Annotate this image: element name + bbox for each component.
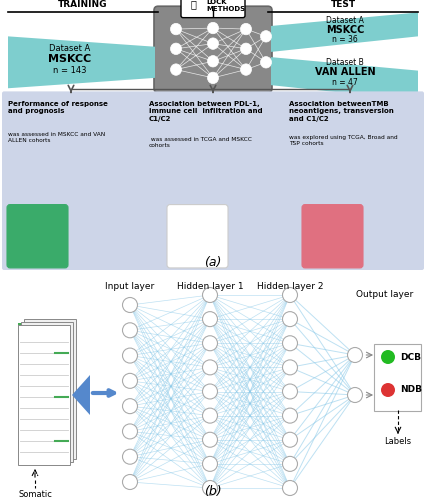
Text: 🔒: 🔒 xyxy=(191,0,197,9)
FancyBboxPatch shape xyxy=(24,319,76,459)
Circle shape xyxy=(202,408,218,423)
Circle shape xyxy=(241,64,251,76)
Circle shape xyxy=(282,288,297,302)
Circle shape xyxy=(123,348,138,363)
Text: Somatic
mutations: Somatic mutations xyxy=(14,490,56,500)
Circle shape xyxy=(123,374,138,388)
Text: VAN ALLEN: VAN ALLEN xyxy=(315,66,375,76)
Circle shape xyxy=(202,384,218,399)
Circle shape xyxy=(282,384,297,399)
FancyBboxPatch shape xyxy=(154,6,272,92)
FancyBboxPatch shape xyxy=(2,92,424,270)
Circle shape xyxy=(202,432,218,447)
Circle shape xyxy=(381,350,395,364)
Text: NDB: NDB xyxy=(400,386,422,394)
Polygon shape xyxy=(8,36,155,88)
Circle shape xyxy=(282,432,297,447)
FancyBboxPatch shape xyxy=(18,323,70,335)
Circle shape xyxy=(170,64,181,76)
FancyBboxPatch shape xyxy=(374,344,421,411)
Text: Labels: Labels xyxy=(384,437,412,446)
Text: Input layer: Input layer xyxy=(105,282,155,291)
Text: Output layer: Output layer xyxy=(357,290,414,299)
Circle shape xyxy=(123,398,138,413)
Circle shape xyxy=(123,424,138,439)
Text: n = 143: n = 143 xyxy=(53,66,87,75)
Text: METHODS: METHODS xyxy=(206,6,245,12)
Circle shape xyxy=(282,312,297,326)
Circle shape xyxy=(202,480,218,496)
Circle shape xyxy=(207,38,219,50)
Circle shape xyxy=(348,388,363,402)
Text: (a): (a) xyxy=(204,256,222,269)
Circle shape xyxy=(282,408,297,423)
Polygon shape xyxy=(271,57,418,100)
Text: Hidden layer 2: Hidden layer 2 xyxy=(257,282,323,291)
FancyBboxPatch shape xyxy=(302,204,363,268)
Text: DCB: DCB xyxy=(400,352,421,362)
FancyBboxPatch shape xyxy=(18,325,70,465)
Text: Association between PDL-1,
immune cell  infiltration and
C1/C2: Association between PDL-1, immune cell i… xyxy=(149,100,262,121)
Text: Dataset A: Dataset A xyxy=(49,44,91,54)
Polygon shape xyxy=(72,375,90,415)
Circle shape xyxy=(123,449,138,464)
Text: was assessed in TCGA and MSKCC
cohorts: was assessed in TCGA and MSKCC cohorts xyxy=(149,137,252,148)
Text: was explored using TCGA, Broad and
TSP cohorts: was explored using TCGA, Broad and TSP c… xyxy=(289,135,397,146)
Circle shape xyxy=(123,298,138,312)
Circle shape xyxy=(123,474,138,490)
Circle shape xyxy=(381,383,395,397)
Circle shape xyxy=(202,456,218,471)
Circle shape xyxy=(170,43,181,54)
Text: n = 36: n = 36 xyxy=(332,35,358,44)
Text: Association betweenTMB
neoantigens, transversion
and C1/C2: Association betweenTMB neoantigens, tran… xyxy=(289,100,394,121)
Text: TEST: TEST xyxy=(331,0,356,10)
Text: MSKCC: MSKCC xyxy=(326,25,364,35)
Text: Dataset A: Dataset A xyxy=(326,16,364,26)
Polygon shape xyxy=(271,12,418,52)
Circle shape xyxy=(348,348,363,362)
Circle shape xyxy=(282,480,297,496)
Circle shape xyxy=(202,288,218,302)
Text: was assessed in MSKCC and VAN
ALLEN cohorts: was assessed in MSKCC and VAN ALLEN coho… xyxy=(8,132,105,143)
Circle shape xyxy=(241,43,251,54)
Circle shape xyxy=(207,22,219,34)
Circle shape xyxy=(282,456,297,471)
Circle shape xyxy=(202,312,218,326)
Text: Dataset B: Dataset B xyxy=(326,58,364,67)
Circle shape xyxy=(282,336,297,351)
Circle shape xyxy=(261,56,271,68)
Text: (b): (b) xyxy=(204,485,222,498)
Text: n = 47: n = 47 xyxy=(332,78,358,86)
Circle shape xyxy=(170,24,181,35)
Text: MSKCC: MSKCC xyxy=(49,54,92,64)
Circle shape xyxy=(241,24,251,35)
Circle shape xyxy=(282,360,297,375)
Text: TRAINING: TRAINING xyxy=(58,0,108,10)
Circle shape xyxy=(207,72,219,84)
Text: Hidden layer 1: Hidden layer 1 xyxy=(177,282,243,291)
Text: LOCK: LOCK xyxy=(206,0,227,5)
Circle shape xyxy=(261,30,271,42)
Circle shape xyxy=(207,56,219,67)
Text: Performance of response
and prognosis: Performance of response and prognosis xyxy=(8,100,108,114)
FancyBboxPatch shape xyxy=(167,204,228,268)
FancyBboxPatch shape xyxy=(181,0,245,18)
FancyBboxPatch shape xyxy=(21,322,73,462)
FancyBboxPatch shape xyxy=(7,204,68,268)
Circle shape xyxy=(202,360,218,375)
Circle shape xyxy=(123,323,138,338)
Circle shape xyxy=(202,336,218,351)
